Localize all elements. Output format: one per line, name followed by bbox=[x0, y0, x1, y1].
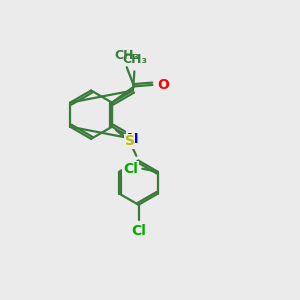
Text: CH₃: CH₃ bbox=[122, 53, 147, 66]
Text: N: N bbox=[127, 132, 139, 146]
Text: O: O bbox=[158, 78, 170, 92]
Text: S: S bbox=[125, 134, 135, 148]
Text: Cl: Cl bbox=[131, 224, 146, 239]
Text: Cl: Cl bbox=[123, 162, 138, 176]
Text: CH₃: CH₃ bbox=[114, 49, 139, 62]
